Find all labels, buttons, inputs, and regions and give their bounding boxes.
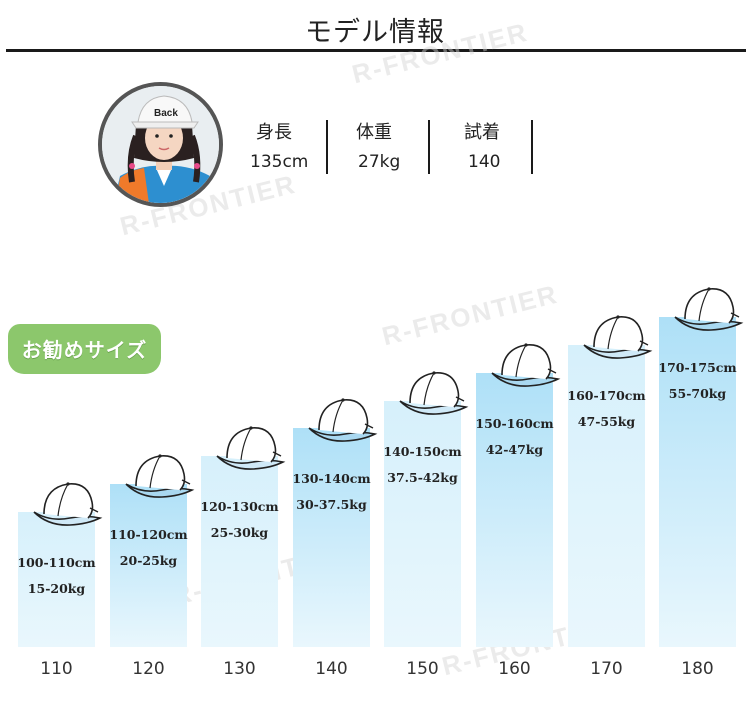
- baseball-cap-icon: [671, 283, 745, 337]
- stat-divider: [428, 120, 430, 174]
- height-range-label: 100-110cm: [17, 555, 96, 570]
- size-bar: [201, 456, 278, 647]
- stat-height: 身長 135cm: [250, 114, 340, 174]
- size-category-label: 170: [590, 659, 623, 679]
- baseball-cap-icon: [30, 478, 104, 532]
- size-bar: [476, 373, 553, 647]
- size-bar: [18, 512, 95, 647]
- stat-value: 135cm: [250, 152, 309, 172]
- weight-range-label: 15-20kg: [27, 581, 86, 596]
- svg-text:Back: Back: [154, 108, 178, 119]
- baseball-cap-icon: [580, 311, 654, 365]
- weight-range-label: 37.5-42kg: [387, 470, 458, 485]
- stat-label: 身長: [256, 122, 292, 143]
- baseball-cap-icon: [305, 394, 379, 448]
- stat-label: 試着: [464, 122, 500, 143]
- stat-value: 140: [468, 152, 501, 172]
- baseball-cap-icon: [213, 422, 287, 476]
- height-range-label: 150-160cm: [475, 416, 554, 431]
- stat-divider: [326, 120, 328, 174]
- height-range-label: 130-140cm: [292, 471, 371, 486]
- stat-label: 体重: [356, 122, 392, 143]
- badge-label: お勧めサイズ: [21, 338, 148, 362]
- size-category-label: 160: [498, 659, 531, 679]
- size-bar: [293, 428, 370, 647]
- baseball-cap-icon: [488, 339, 562, 393]
- weight-range-label: 55-70kg: [668, 386, 727, 401]
- size-bar: [659, 317, 736, 647]
- baseball-cap-icon: [122, 450, 196, 504]
- size-category-label: 120: [132, 659, 165, 679]
- size-category-label: 180: [681, 659, 714, 679]
- weight-range-label: 25-30kg: [210, 525, 269, 540]
- weight-range-label: 30-37.5kg: [296, 497, 367, 512]
- weight-range-label: 20-25kg: [119, 553, 178, 568]
- size-category-label: 110: [40, 659, 73, 679]
- weight-range-label: 42-47kg: [485, 442, 544, 457]
- title-divider: [6, 49, 746, 52]
- stat-weight: 体重 27kg: [354, 114, 444, 174]
- height-range-label: 140-150cm: [383, 444, 462, 459]
- model-photo: Back: [98, 82, 223, 207]
- recommended-size-badge: お勧めサイズ: [8, 324, 161, 374]
- stat-divider: [531, 120, 533, 174]
- size-category-label: 150: [406, 659, 439, 679]
- size-bar: [110, 484, 187, 647]
- height-range-label: 110-120cm: [109, 527, 188, 542]
- baseball-cap-icon: [396, 367, 470, 421]
- height-range-label: 120-130cm: [200, 499, 279, 514]
- size-bar: [568, 345, 645, 647]
- size-bar: [384, 401, 461, 647]
- stat-value: 27kg: [358, 152, 401, 172]
- height-range-label: 170-175cm: [658, 360, 737, 375]
- stat-tryon: 試着 140: [464, 114, 554, 174]
- height-range-label: 160-170cm: [567, 388, 646, 403]
- size-category-label: 130: [223, 659, 256, 679]
- weight-range-label: 47-55kg: [577, 414, 636, 429]
- page-title: モデル情報: [305, 17, 445, 48]
- size-category-label: 140: [315, 659, 348, 679]
